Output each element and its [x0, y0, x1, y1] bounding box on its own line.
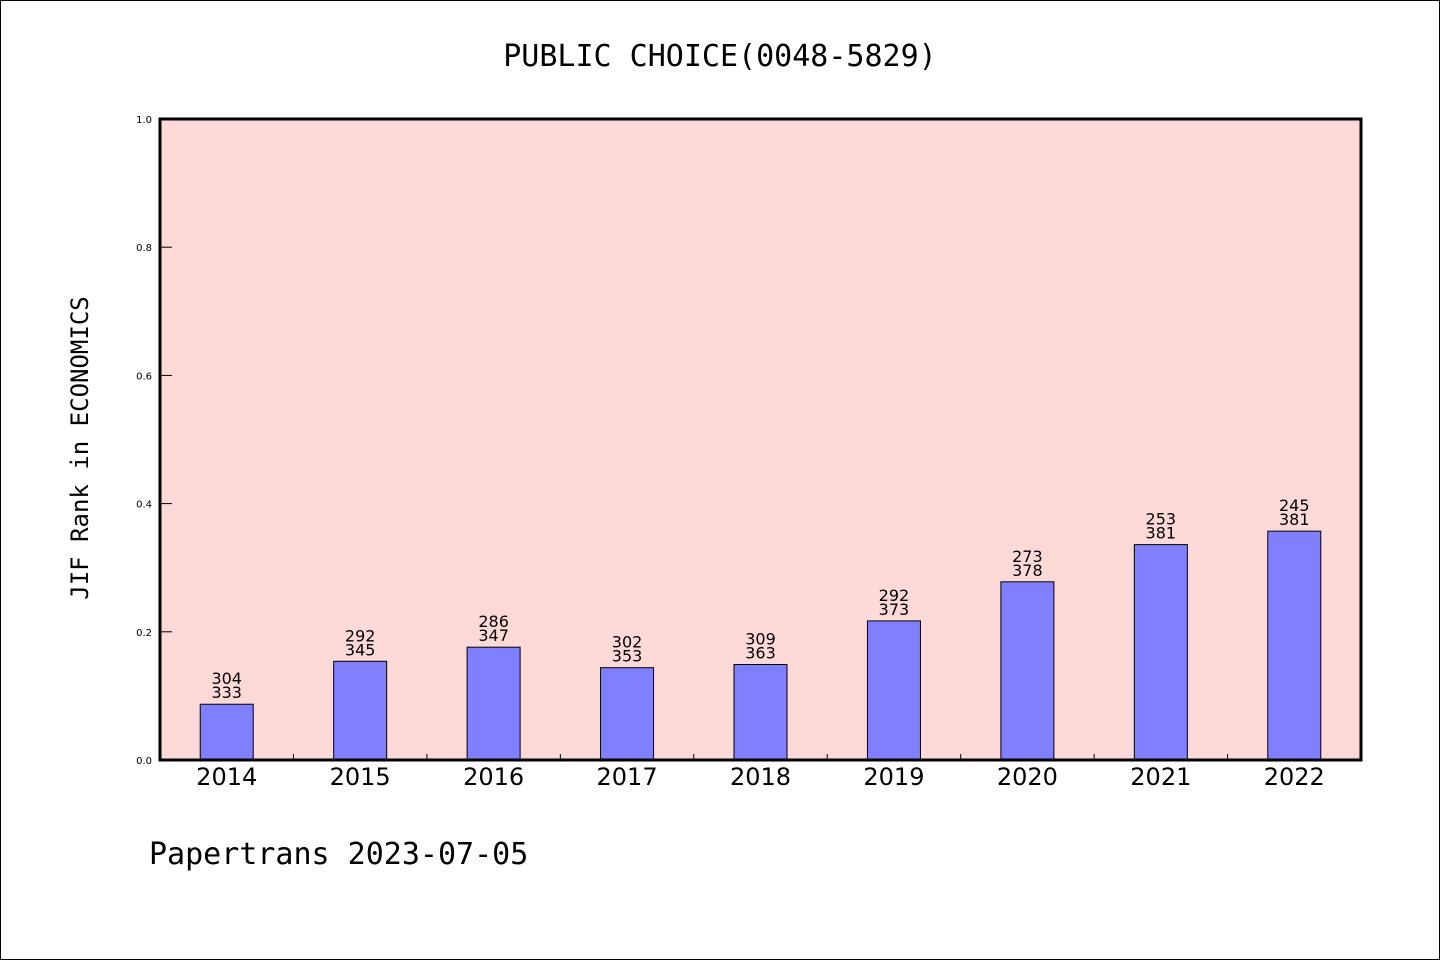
- bar-rank-label: 292: [345, 626, 376, 645]
- plot-border: [158, 117, 1363, 762]
- x-tick-label: 2017: [597, 763, 658, 791]
- bar-2020: [1000, 581, 1055, 761]
- x-tick-label: 2014: [196, 763, 257, 791]
- y-axis: 0.0 0.2 0.4 0.6 0.8 1.0: [136, 115, 172, 767]
- bar-total-label: 381: [1146, 524, 1177, 543]
- bar-total-label: 373: [879, 600, 910, 619]
- bar-2016: [466, 646, 521, 761]
- x-tick-label: 2016: [463, 763, 524, 791]
- bar-rank-label: 273: [1012, 547, 1043, 566]
- bar-total-label: 345: [345, 640, 376, 659]
- bar-2022: [1267, 530, 1322, 761]
- bar-2014: [199, 703, 254, 761]
- bar-total-label: 363: [745, 643, 776, 662]
- bar-2018: [733, 663, 788, 761]
- bar-rank-label: 253: [1146, 510, 1177, 529]
- chart-title: PUBLIC CHOICE(0048-5829): [503, 39, 936, 74]
- bar-rank-label: 292: [879, 586, 910, 605]
- y-tick-label: 0.2: [136, 628, 152, 639]
- bar-rank-label: 302: [612, 633, 643, 652]
- y-tick-label: 0.8: [136, 243, 152, 254]
- bar-rank-label: 286: [478, 612, 509, 631]
- bar-total-label: 333: [211, 683, 242, 702]
- x-tick-label: 2015: [330, 763, 391, 791]
- bar-rank-label: 309: [745, 629, 776, 648]
- bar-rank-label: 304: [211, 669, 242, 688]
- y-tick-label: 0.6: [136, 371, 152, 382]
- bar-2017: [600, 667, 655, 761]
- x-axis: 2014 2015 2016 2017 2018 2019 2020 2021 2022: [196, 754, 1325, 791]
- y-tick-label: 1.0: [136, 115, 152, 126]
- footer-text: Papertrans 2023-07-05: [149, 837, 528, 872]
- y-tick-label: 0.4: [136, 500, 152, 511]
- bar-2015: [333, 660, 388, 761]
- bar-total-label: 353: [612, 647, 643, 666]
- bar-2021: [1133, 544, 1188, 761]
- x-tick-label: 2022: [1264, 763, 1325, 791]
- bar-total-label: 378: [1012, 561, 1043, 580]
- x-tick-label: 2018: [730, 763, 791, 791]
- bar-rank-label: 245: [1279, 496, 1310, 515]
- x-tick-label: 2020: [997, 763, 1058, 791]
- y-axis-label: JIF Rank in ECONOMICS: [66, 296, 94, 599]
- y-tick-label: 0.0: [136, 756, 152, 767]
- bar-total-label: 381: [1279, 510, 1310, 529]
- bar-2019: [866, 620, 921, 761]
- bar-total-label: 347: [478, 626, 509, 645]
- x-tick-label: 2021: [1130, 763, 1191, 791]
- x-tick-label: 2019: [863, 763, 924, 791]
